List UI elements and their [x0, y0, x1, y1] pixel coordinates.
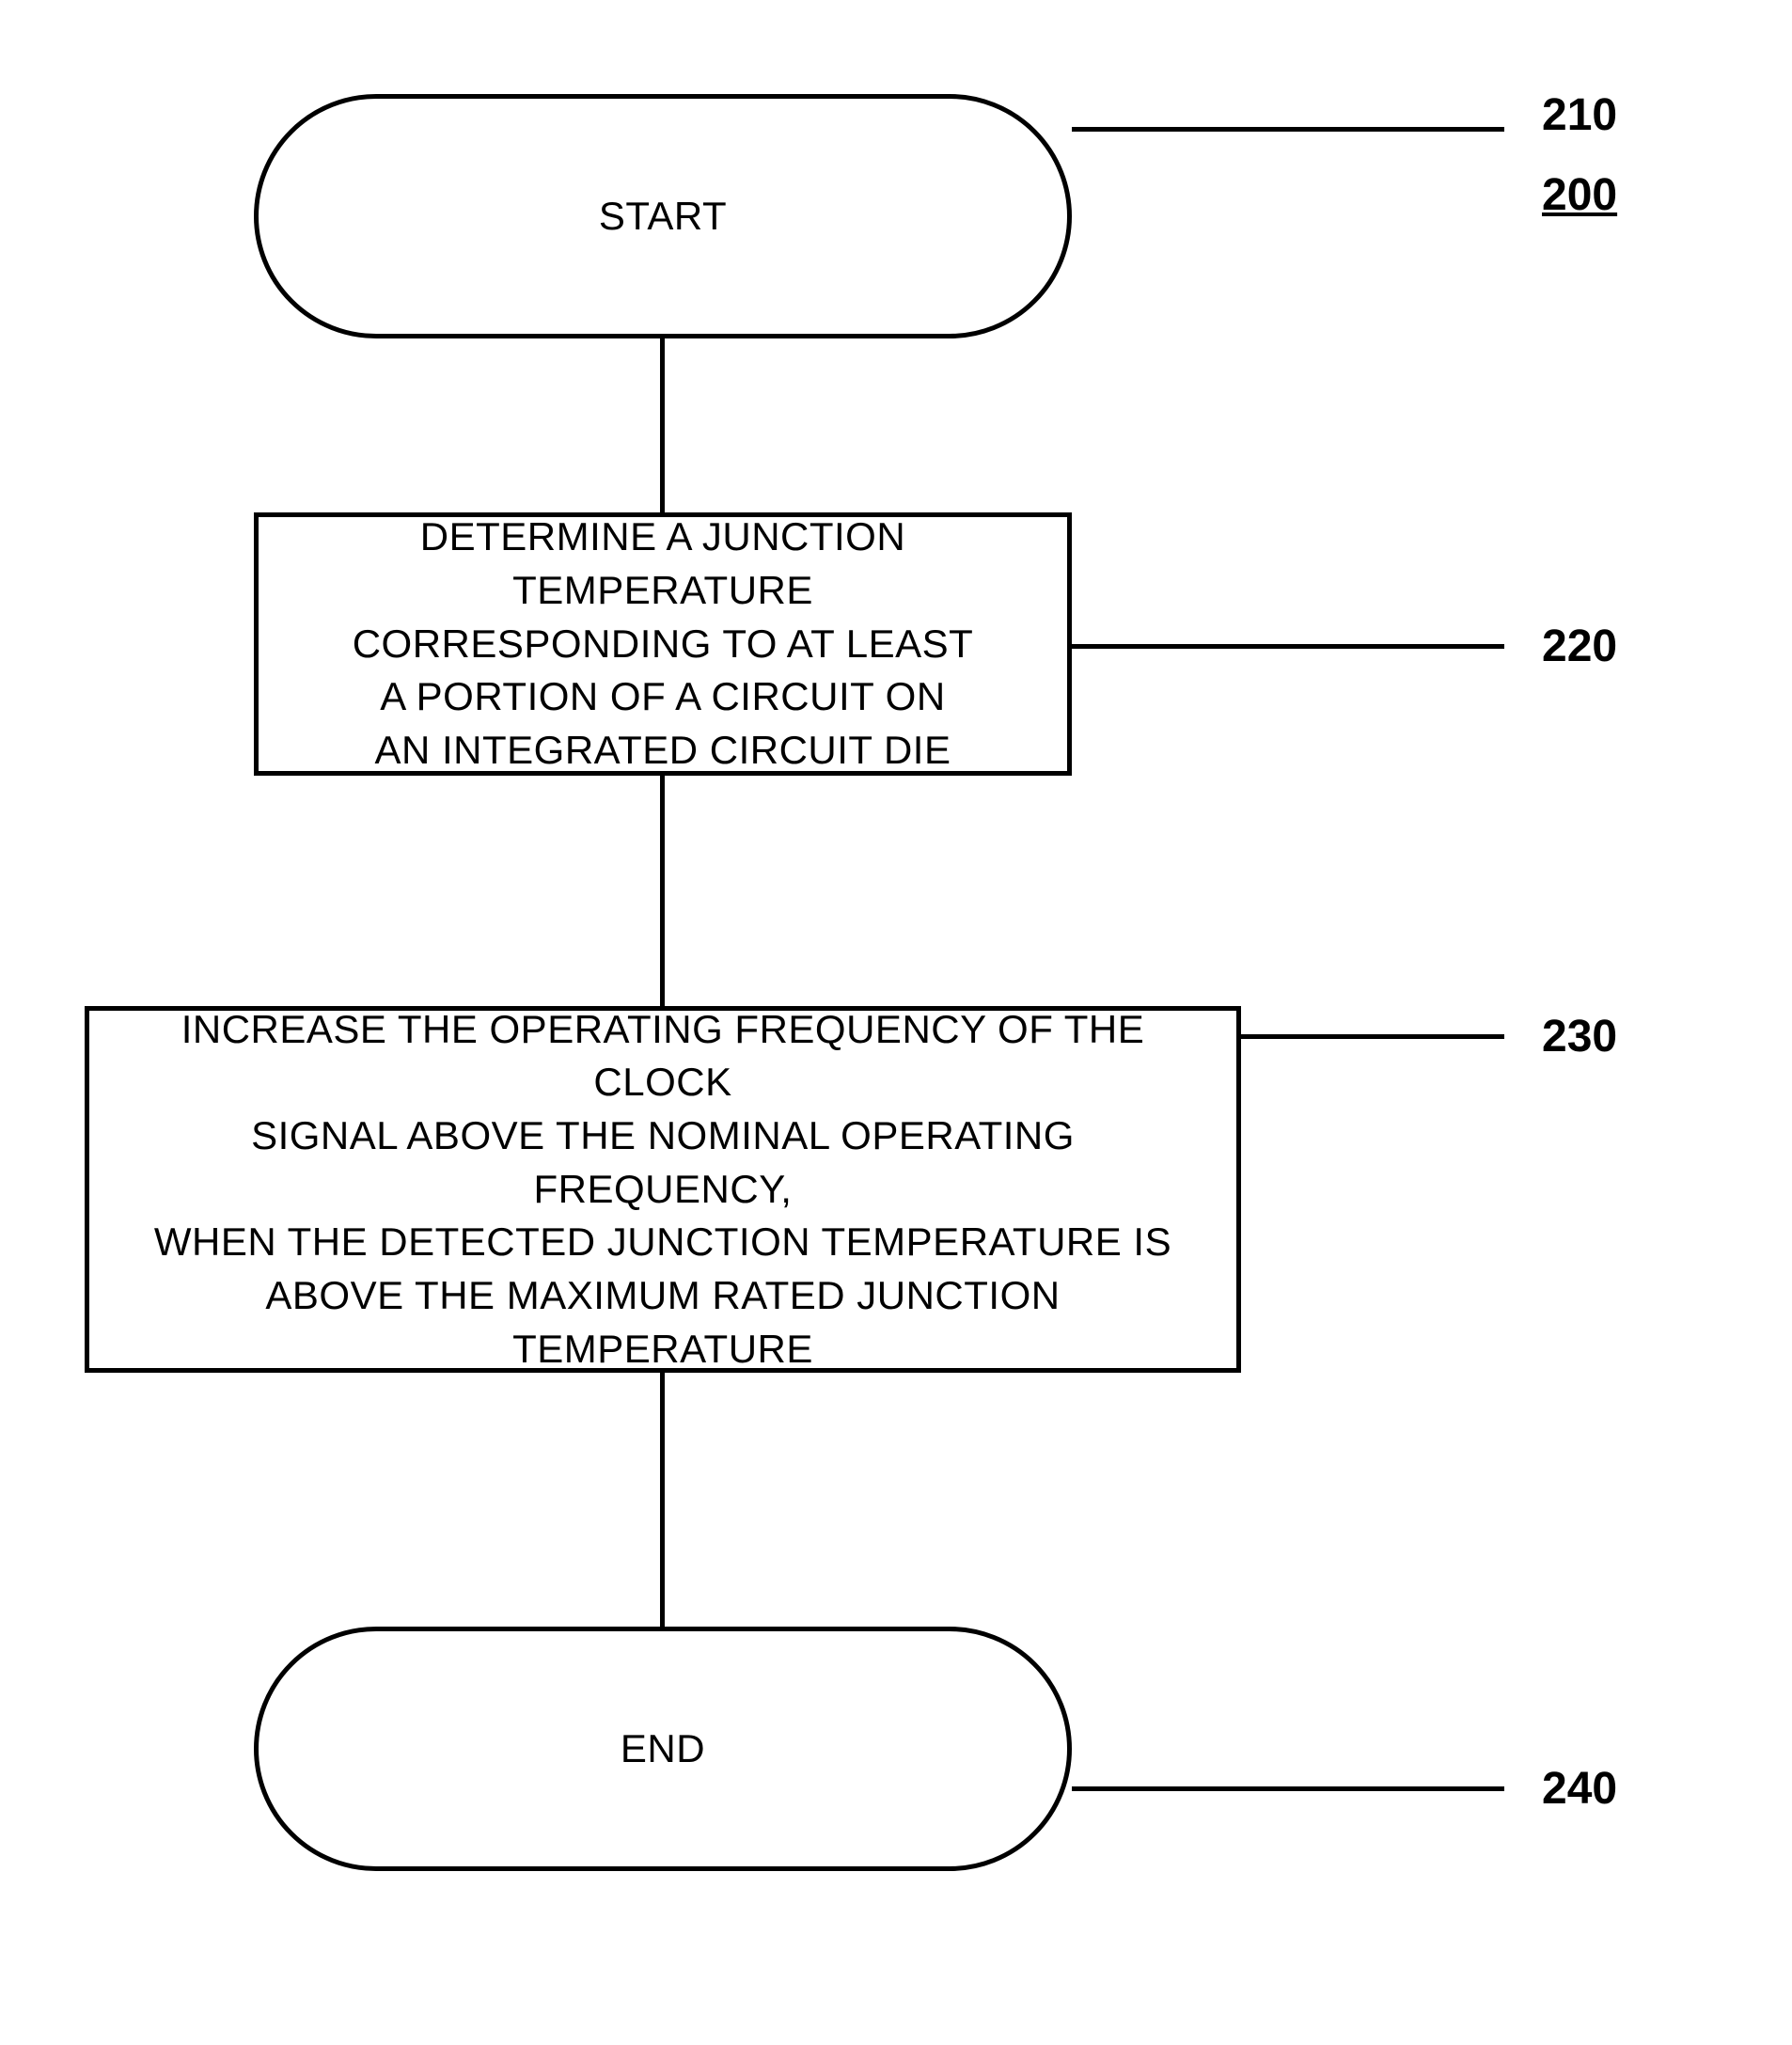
node-increase: INCREASE THE OPERATING FREQUENCY OF THE … — [85, 1006, 1241, 1373]
flowchart-canvas: START DETERMINE A JUNCTION TEMPERATURECO… — [0, 0, 1792, 2045]
ref-label-230: 230 — [1542, 1011, 1617, 1062]
ref-label-240: 240 — [1542, 1763, 1617, 1815]
node-determine: DETERMINE A JUNCTION TEMPERATURECORRESPO… — [254, 512, 1072, 776]
edge-increase-end — [660, 1373, 665, 1627]
node-end-label: END — [621, 1723, 705, 1776]
node-start: START — [254, 94, 1072, 338]
edge-start-determine — [660, 338, 665, 512]
node-increase-label: INCREASE THE OPERATING FREQUENCY OF THE … — [127, 1003, 1199, 1376]
ref-line-230 — [1241, 1034, 1504, 1039]
ref-line-210 — [1072, 127, 1504, 132]
ref-line-220 — [1072, 644, 1504, 649]
edge-determine-increase — [660, 776, 665, 1006]
node-determine-label: DETERMINE A JUNCTION TEMPERATURECORRESPO… — [296, 511, 1030, 777]
ref-line-240 — [1072, 1786, 1504, 1791]
ref-label-210: 210 — [1542, 89, 1617, 141]
ref-label-220: 220 — [1542, 621, 1617, 672]
node-start-label: START — [599, 190, 727, 244]
node-end: END — [254, 1627, 1072, 1871]
figure-ref-label: 200 — [1542, 169, 1617, 221]
